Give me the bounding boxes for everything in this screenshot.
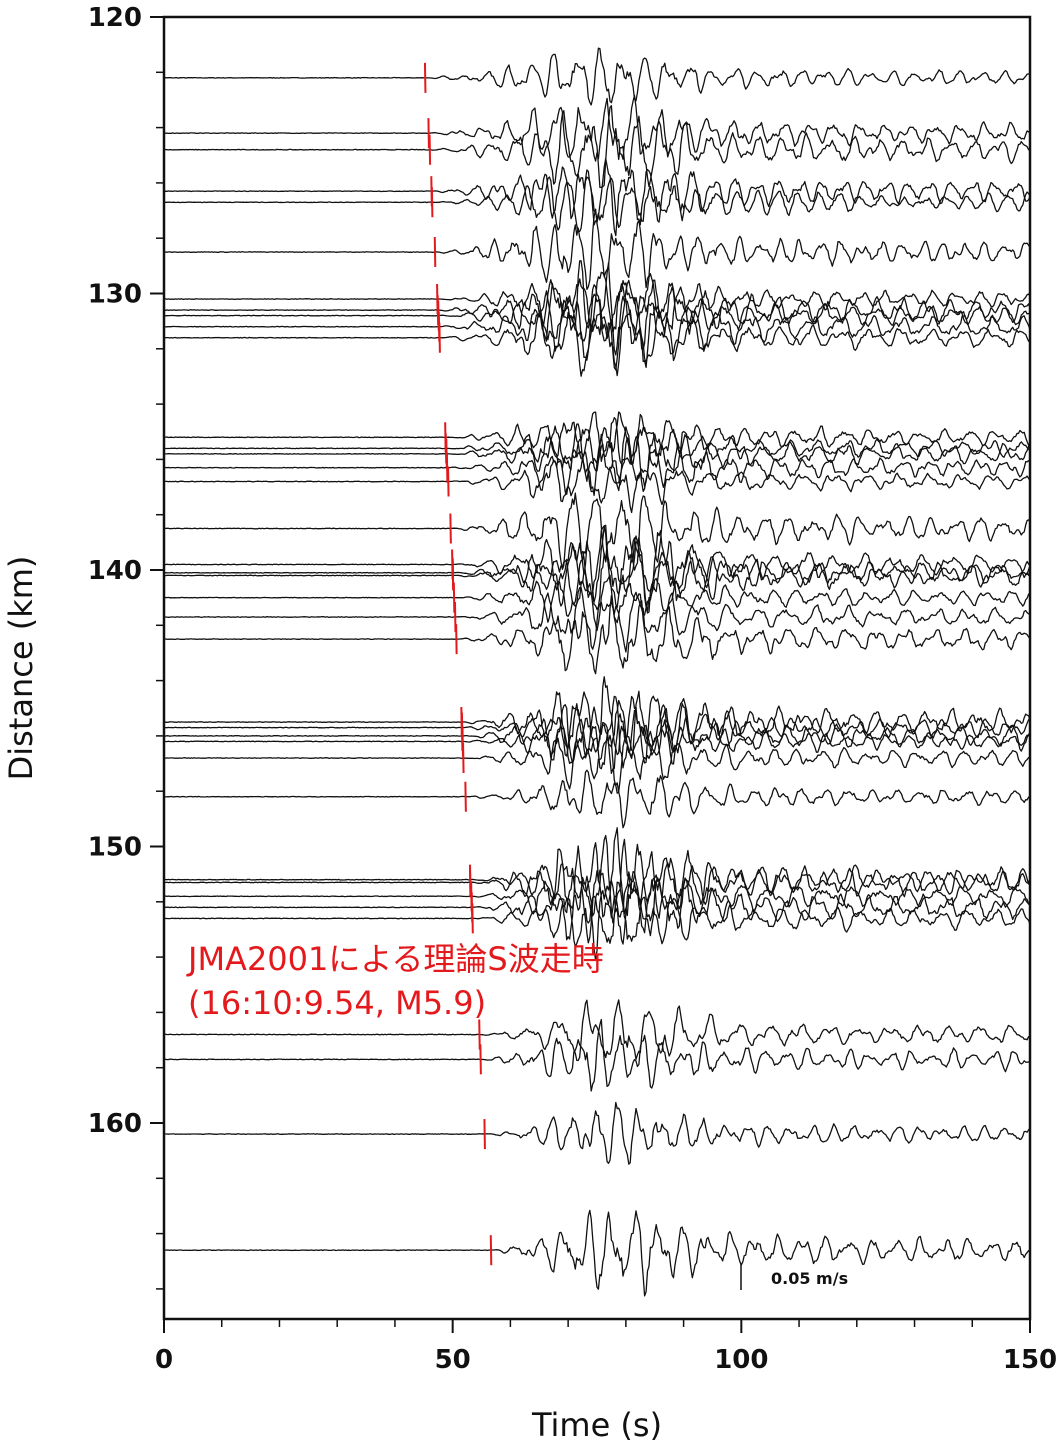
waveform-trace: [163, 734, 1031, 794]
plot-frame: [162, 15, 1032, 1321]
x-tick-label: 50: [435, 1345, 471, 1375]
s-arrival-marker: [449, 513, 452, 544]
axes: 0 50 100 150 120 130 140 150 160: [88, 3, 1057, 1375]
waveform-trace: [163, 492, 1031, 576]
scale-bar-label: 0.05 m/s: [771, 1269, 848, 1288]
x-axis-title: Time (s): [531, 1406, 662, 1444]
waveform-trace: [163, 309, 1031, 377]
waveform-trace: [163, 417, 1031, 472]
waveform-trace: [163, 537, 1031, 612]
waveform-trace: [164, 676, 1031, 764]
waveform-trace: [163, 260, 1031, 356]
waveform-trace: [163, 595, 1031, 675]
s-arrival-marker: [430, 187, 434, 218]
x-tick-label: 0: [155, 1345, 173, 1375]
y-axis-title: Distance (km): [2, 556, 40, 781]
waveform-trace: [163, 271, 1031, 333]
waveform-trace: [163, 208, 1031, 291]
s-arrival-marker: [433, 237, 437, 268]
waveform-trace: [163, 1209, 1031, 1297]
waveform-trace: [163, 574, 1031, 632]
waveform-trace: [163, 999, 1031, 1062]
waveform-trace: [164, 834, 1031, 924]
y-tick-label: 150: [88, 833, 142, 863]
annotation-line-1: JMA2001による理論S波走時: [186, 940, 604, 978]
waveform-trace: [163, 713, 1031, 774]
waveform-trace: [163, 881, 1031, 948]
annotation-line-2: (16:10:9.54, M5.9): [188, 984, 486, 1022]
y-tick-label: 120: [88, 3, 142, 33]
waveform-trace: [163, 293, 1031, 371]
waveform-trace: [163, 525, 1031, 614]
waveform-trace: [163, 586, 1031, 653]
x-tick-label: 150: [1003, 1345, 1057, 1375]
y-tick-label: 130: [88, 280, 142, 310]
waveform-trace: [163, 876, 1031, 962]
y-tick-label: 160: [88, 1109, 142, 1139]
s-arrival-marker: [483, 1119, 486, 1150]
waveform-trace: [163, 1018, 1031, 1092]
s-arrival-marker: [455, 624, 458, 655]
waveform-trace: [163, 1101, 1031, 1165]
s-arrival-marker: [479, 1044, 482, 1075]
waveform-trace: [163, 769, 1031, 829]
waveform-trace: [164, 47, 1031, 106]
x-tick-label: 100: [714, 1345, 768, 1375]
s-arrival-marker: [464, 781, 467, 812]
waveform-trace: [163, 451, 1031, 514]
waveform-trace: [164, 411, 1031, 466]
s-arrival-marker: [438, 322, 441, 353]
s-arrival-marker: [471, 903, 474, 934]
waveform-traces: [163, 47, 1031, 1297]
waveform-trace: [163, 105, 1030, 189]
waveform-trace: [163, 827, 1031, 918]
s-arrival-marker: [428, 134, 432, 165]
s-arrival-markers: [423, 62, 493, 1266]
s-arrival-marker: [423, 62, 427, 93]
waveform-trace: [163, 283, 1031, 345]
s-arrival-marker: [489, 1235, 493, 1266]
y-tick-label: 140: [88, 556, 142, 586]
waveform-trace: [163, 869, 1031, 944]
s-arrival-marker: [447, 466, 450, 497]
waveform-trace: [164, 433, 1031, 497]
waveform-trace: [164, 524, 1031, 599]
s-arrival-marker: [462, 743, 465, 774]
waveform-trace: [163, 690, 1031, 760]
